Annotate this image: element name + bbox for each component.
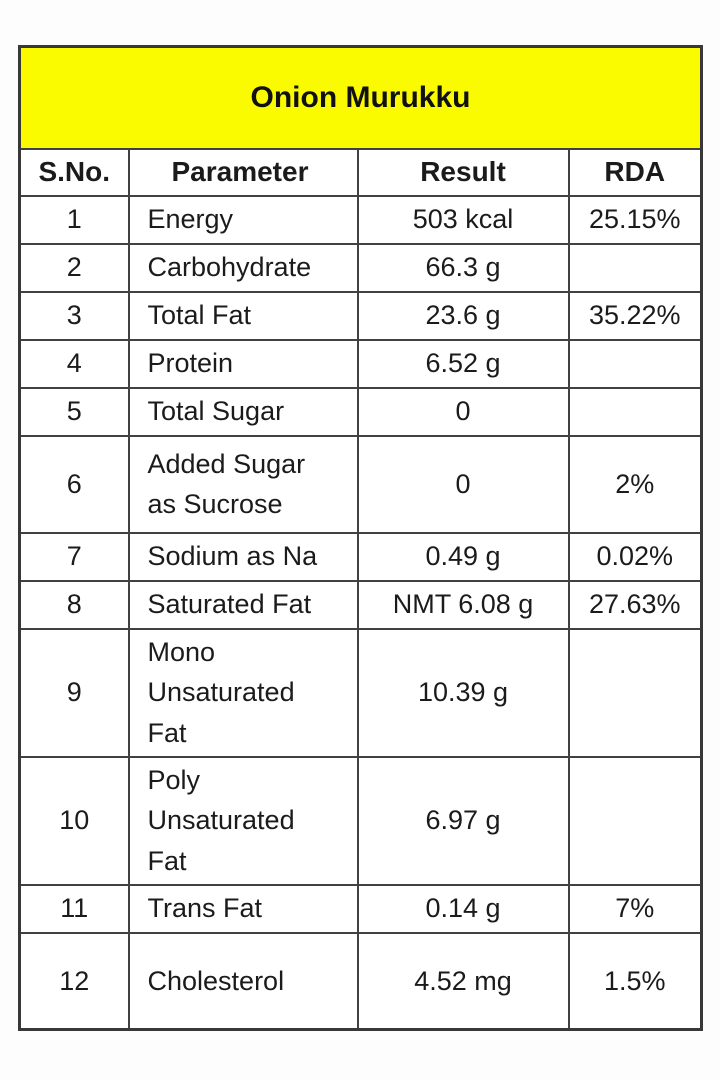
cell-result: 0 [356, 434, 570, 534]
cell-rda: 25.15% [567, 194, 703, 245]
cell-serial-number: 2 [18, 242, 130, 293]
nutrition-table: Onion Murukku S.No. Parameter Result RDA… [18, 45, 703, 1031]
cell-result: 10.39 g [356, 627, 570, 758]
cell-serial-number: 12 [18, 931, 130, 1031]
cell-parameter: Saturated Fat [127, 579, 359, 630]
cell-parameter: Mono Unsaturated Fat [127, 627, 359, 758]
title-row: Onion Murukku [18, 45, 703, 150]
table-row: 4 Protein 6.52 g [18, 338, 703, 389]
cell-rda [567, 338, 703, 389]
cell-parameter: Poly Unsaturated Fat [127, 755, 359, 886]
cell-serial-number: 3 [18, 290, 130, 341]
table-row: 6 Added Sugar as Sucrose 0 2% [18, 434, 703, 534]
column-header-sno: S.No. [18, 147, 130, 197]
cell-result: 6.52 g [356, 338, 570, 389]
cell-parameter: Total Fat [127, 290, 359, 341]
cell-parameter: Energy [127, 194, 359, 245]
cell-rda: 35.22% [567, 290, 703, 341]
cell-serial-number: 5 [18, 386, 130, 437]
cell-result: 66.3 g [356, 242, 570, 293]
cell-rda [567, 386, 703, 437]
table-body: 1 Energy 503 kcal 25.15% 2 Carbohydrate … [18, 194, 703, 1031]
table-row: 2 Carbohydrate 66.3 g [18, 242, 703, 293]
table-row: 8 Saturated Fat NMT 6.08 g 27.63% [18, 579, 703, 630]
cell-result: 0.14 g [356, 883, 570, 934]
cell-parameter: Sodium as Na [127, 531, 359, 582]
column-header-parameter: Parameter [127, 147, 359, 197]
cell-result: 0 [356, 386, 570, 437]
table-row: 10 Poly Unsaturated Fat 6.97 g [18, 755, 703, 886]
table-row: 5 Total Sugar 0 [18, 386, 703, 437]
table-header-row: S.No. Parameter Result RDA [18, 147, 703, 197]
cell-rda: 7% [567, 883, 703, 934]
cell-rda: 27.63% [567, 579, 703, 630]
cell-serial-number: 4 [18, 338, 130, 389]
cell-result: 0.49 g [356, 531, 570, 582]
cell-parameter: Total Sugar [127, 386, 359, 437]
cell-rda [567, 242, 703, 293]
column-header-result: Result [356, 147, 570, 197]
cell-rda: 2% [567, 434, 703, 534]
cell-rda: 0.02% [567, 531, 703, 582]
product-title: Onion Murukku [18, 45, 703, 150]
column-header-rda: RDA [567, 147, 703, 197]
cell-parameter: Added Sugar as Sucrose [127, 434, 359, 534]
cell-parameter: Cholesterol [127, 931, 359, 1031]
table-row: 1 Energy 503 kcal 25.15% [18, 194, 703, 245]
cell-serial-number: 6 [18, 434, 130, 534]
cell-serial-number: 1 [18, 194, 130, 245]
cell-result: 503 kcal [356, 194, 570, 245]
cell-result: 23.6 g [356, 290, 570, 341]
table-row: 3 Total Fat 23.6 g 35.22% [18, 290, 703, 341]
table-row: 12 Cholesterol 4.52 mg 1.5% [18, 931, 703, 1031]
cell-parameter: Trans Fat [127, 883, 359, 934]
cell-parameter: Protein [127, 338, 359, 389]
cell-parameter: Carbohydrate [127, 242, 359, 293]
cell-rda [567, 627, 703, 758]
cell-serial-number: 8 [18, 579, 130, 630]
cell-rda [567, 755, 703, 886]
cell-serial-number: 10 [18, 755, 130, 886]
cell-serial-number: 9 [18, 627, 130, 758]
table-row: 7 Sodium as Na 0.49 g 0.02% [18, 531, 703, 582]
table-row: 11 Trans Fat 0.14 g 7% [18, 883, 703, 934]
cell-serial-number: 7 [18, 531, 130, 582]
table-row: 9 Mono Unsaturated Fat 10.39 g [18, 627, 703, 758]
cell-result: 6.97 g [356, 755, 570, 886]
cell-result: 4.52 mg [356, 931, 570, 1031]
cell-serial-number: 11 [18, 883, 130, 934]
cell-result: NMT 6.08 g [356, 579, 570, 630]
cell-rda: 1.5% [567, 931, 703, 1031]
